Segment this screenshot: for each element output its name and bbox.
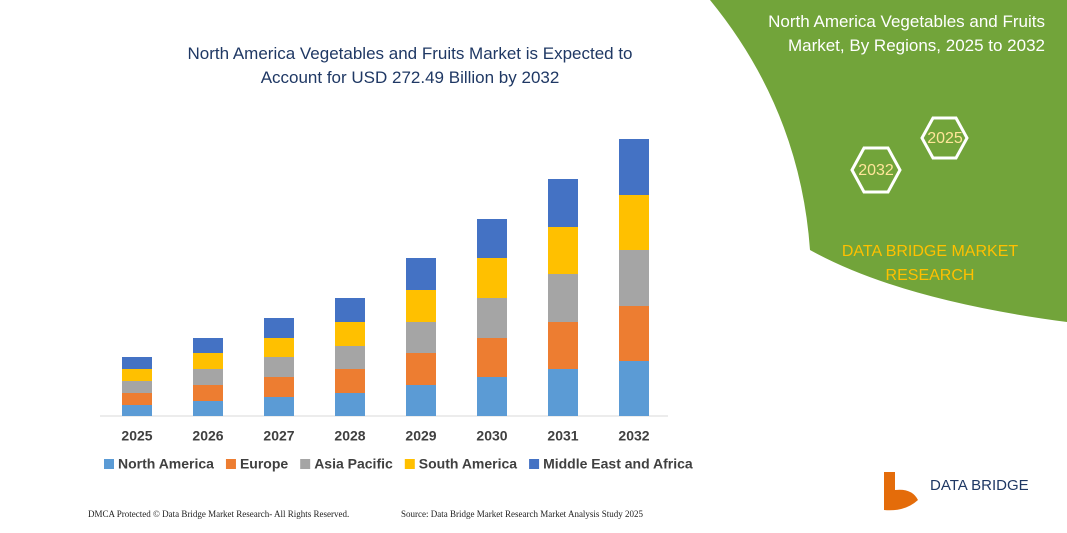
- bar-segment: [619, 361, 649, 416]
- x-tick-label: 2028: [334, 428, 365, 444]
- bar-segment: [619, 195, 649, 250]
- logo-text: DATA BRIDGE: [930, 477, 1029, 494]
- chart-title: North America Vegetables and Fruits Mark…: [187, 44, 633, 87]
- x-tick-label: 2025: [121, 428, 152, 444]
- bar-segment: [406, 290, 436, 322]
- bar-segment: [477, 298, 507, 338]
- hexagon: [920, 116, 969, 160]
- x-tick-label: 2030: [476, 428, 507, 444]
- bar-segment: [548, 227, 578, 274]
- bar-segment: [193, 401, 223, 416]
- bar-segment: [122, 405, 152, 416]
- bar-segment: [264, 318, 294, 338]
- bar-segment: [477, 258, 507, 298]
- x-tick-label: 2027: [263, 428, 294, 444]
- bar-segment: [548, 274, 578, 322]
- hex-label: 2025: [927, 130, 963, 147]
- bar-segment: [264, 338, 294, 357]
- bar-segment: [619, 250, 649, 306]
- bar-segment: [548, 179, 578, 227]
- bar-segment: [477, 338, 507, 377]
- legend-label: Asia Pacific: [314, 456, 393, 472]
- legend-label: Europe: [240, 456, 288, 472]
- bar-segment: [122, 381, 152, 393]
- brand-text: DATA BRIDGE MARKET RESEARCH: [841, 243, 1019, 284]
- bar-segment: [619, 306, 649, 361]
- bar-segment: [264, 397, 294, 416]
- x-tick-label: 2026: [192, 428, 223, 444]
- legend-label: South America: [419, 456, 517, 472]
- bar-segment: [193, 385, 223, 401]
- legend-label: Middle East and Africa: [543, 456, 693, 472]
- bar-segment: [122, 393, 152, 405]
- bar-segment: [406, 353, 436, 385]
- bar-segment: [406, 258, 436, 290]
- bar-segment: [264, 357, 294, 377]
- legend-swatch: [529, 459, 540, 469]
- bar-segment: [548, 322, 578, 369]
- bar-segment: [548, 369, 578, 416]
- panel-bg: [710, 0, 1067, 322]
- hex-label: 2032: [858, 162, 894, 179]
- legend-label: North America: [118, 456, 214, 472]
- bar-segment: [335, 369, 365, 393]
- footer-left: DMCA Protected © Data Bridge Market Rese…: [88, 509, 349, 519]
- hexagon: [850, 146, 902, 194]
- bar-segment: [193, 369, 223, 385]
- bar-segment: [406, 385, 436, 416]
- bar-segment: [477, 377, 507, 416]
- bar-segment: [193, 338, 223, 353]
- bar-segment: [335, 298, 365, 322]
- bar-segment: [477, 219, 507, 258]
- bar-segment: [406, 322, 436, 353]
- logo-icon: [884, 472, 918, 511]
- bar-segment: [264, 377, 294, 397]
- legend-swatch: [404, 459, 415, 469]
- panel-title: North America Vegetables and Fruits Mark…: [768, 12, 1045, 55]
- legend-swatch: [104, 459, 114, 469]
- legend-swatch: [300, 459, 311, 469]
- bar-segment: [335, 346, 365, 369]
- x-tick-label: 2031: [547, 428, 578, 444]
- x-tick-label: 2032: [618, 428, 649, 444]
- legend-swatch: [225, 459, 236, 469]
- bar-segment: [619, 139, 649, 195]
- bar-segment: [335, 393, 365, 416]
- bar-segment: [122, 369, 152, 381]
- bar-segment: [193, 353, 223, 369]
- bar-segment: [335, 322, 365, 346]
- x-tick-label: 2029: [405, 428, 436, 444]
- bar-segment: [122, 357, 152, 369]
- footer-right: Source: Data Bridge Market Research Mark…: [401, 509, 643, 519]
